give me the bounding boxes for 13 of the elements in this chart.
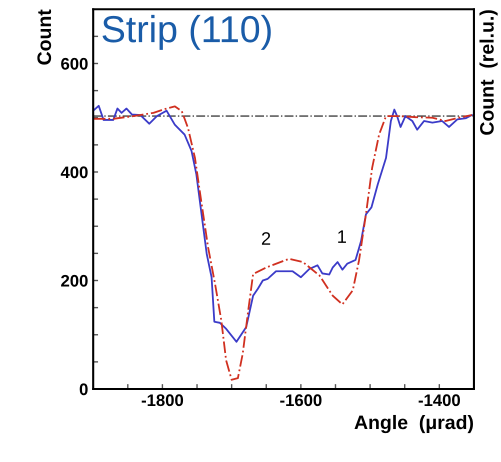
y2-axis-title: Count (rel.u.) xyxy=(480,10,498,135)
y-tick-label: 600 xyxy=(61,58,88,70)
x-axis-title: Angle (μrad) xyxy=(354,414,473,434)
y-axis-title: Count xyxy=(37,9,52,65)
x-tick-label: -1800 xyxy=(142,394,184,406)
y-tick-label: 0 xyxy=(80,383,88,396)
annotation: 2 xyxy=(262,232,270,245)
y-tick-label: 400 xyxy=(60,166,88,178)
annotation: 1 xyxy=(338,230,346,243)
x-tick-label: -1600 xyxy=(280,394,322,406)
chart-title: Strip (110) xyxy=(102,14,271,50)
y-tick-label: 200 xyxy=(61,274,88,287)
x-tick-label: -1400 xyxy=(418,394,460,406)
